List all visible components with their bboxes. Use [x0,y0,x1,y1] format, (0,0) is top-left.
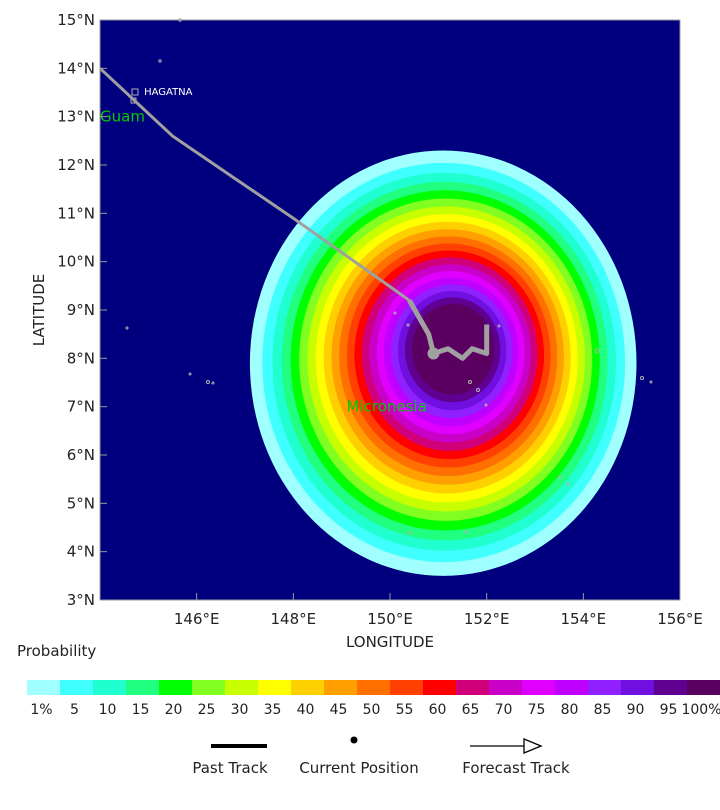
track-key: Past Track Current Position Forecast Tra… [192,736,570,777]
current-position-marker [427,347,440,360]
x-tick-label: 154°E [561,610,607,628]
y-tick-label: 12°N [57,156,95,174]
legend-label: 15 [132,702,150,718]
place-label-hagatna: HAGATNA [144,87,193,98]
place-label-guam: Guam [100,108,145,126]
legend-label: 40 [297,702,315,718]
legend-swatch [159,680,192,695]
legend-swatch [687,680,720,695]
legend-label: 90 [627,702,645,718]
x-tick-label: 152°E [464,610,510,628]
y-tick-label: 15°N [57,11,95,29]
legend-swatch [357,680,390,695]
legend-swatch [27,680,60,695]
forecast-track-key-arrowhead [523,738,543,754]
legend-label: 65 [462,702,480,718]
y-tick-label: 3°N [67,591,95,609]
legend-swatch [60,680,93,695]
probability-legend [27,680,720,695]
past-track-key-label: Past Track [192,759,268,777]
x-tick-label: 150°E [367,610,413,628]
legend-label: 45 [330,702,348,718]
legend-label: 85 [594,702,612,718]
current-position-key-dot [350,736,358,744]
legend-label: 70 [495,702,513,718]
y-tick-label: 14°N [57,59,95,77]
y-tick-label: 11°N [57,204,95,222]
legend-swatch [588,680,621,695]
legend-swatch [192,680,225,695]
legend-label: 1% [30,702,52,718]
x-tick-label: 146°E [174,610,220,628]
y-tick-label: 10°N [57,253,95,271]
y-tick-label: 5°N [67,494,95,512]
legend-swatch [489,680,522,695]
x-axis: 146°E 148°E 150°E 152°E 154°E 156°E [174,593,703,628]
y-tick-label: 13°N [57,108,95,126]
legend-swatch [390,680,423,695]
legend-swatch [654,680,687,695]
legend-swatch [555,680,588,695]
legend-label: 95 [660,702,678,718]
legend-swatch [258,680,291,695]
legend-swatch [225,680,258,695]
legend-label: 60 [429,702,447,718]
legend-label: 80 [561,702,579,718]
legend-label: 25 [198,702,216,718]
x-axis-title: LONGITUDE [346,633,434,651]
legend-swatch [621,680,654,695]
legend-label: 20 [165,702,183,718]
legend-swatch [456,680,489,695]
legend-label: 30 [231,702,249,718]
y-tick-label: 7°N [67,398,95,416]
legend-swatch [423,680,456,695]
x-tick-label: 156°E [657,610,703,628]
place-label-micronesia: Micronesia [347,398,427,416]
probability-rings [249,150,637,576]
place-labels: HAGATNA Guam Micronesia [100,87,427,416]
y-tick-label: 6°N [67,446,95,464]
legend-label: 10 [99,702,117,718]
forecast-track-key-label: Forecast Track [462,759,570,777]
legend-swatch [126,680,159,695]
y-axis: 3°N 4°N 5°N 6°N 7°N 8°N 9°N 10°N 11°N 12°N 13°N 14°… [57,11,107,609]
legend-label: 5 [70,702,79,718]
legend-swatch [522,680,555,695]
legend-label: 75 [528,702,546,718]
current-position-key-label: Current Position [299,759,419,777]
forecast-track-line [407,299,490,361]
y-tick-label: 8°N [67,349,95,367]
past-track-line [98,67,411,302]
x-tick-label: 148°E [271,610,317,628]
legend-swatch [291,680,324,695]
legend-label: 35 [264,702,282,718]
y-tick-label: 9°N [67,301,95,319]
legend-swatch [324,680,357,695]
probability-legend-labels: 1% 5 10 15 20 25 30 35 40 45 50 55 60 65 70 75 80 85 90 95 1… [30,702,720,718]
legend-label: 50 [363,702,381,718]
y-axis-title: LATITUDE [30,274,48,347]
legend-label: 100% [681,702,720,718]
legend-swatch [93,680,126,695]
legend-title: Probability [17,642,96,660]
y-tick-label: 4°N [67,543,95,561]
legend-label: 55 [396,702,414,718]
island-outlines [125,18,653,535]
